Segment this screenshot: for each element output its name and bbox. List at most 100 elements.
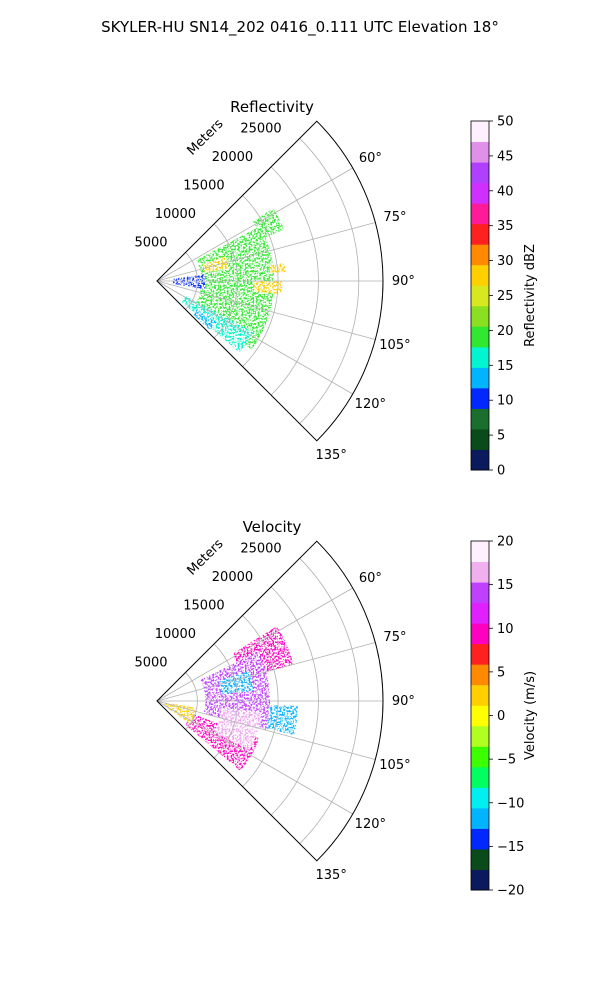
- colorbar-segment: [471, 602, 489, 624]
- angular-grid-line: [156, 587, 353, 702]
- colorbar-tick-label: −5: [497, 753, 516, 768]
- angular-grid-line: [156, 700, 353, 815]
- colorbar-segment: [471, 869, 489, 891]
- colorbar-label: Velocity (m/s): [523, 671, 538, 760]
- angular-grid-line: [156, 280, 376, 340]
- colorbar-segment: [471, 223, 489, 245]
- reflectivity-echo-region: [202, 256, 229, 273]
- angular-tick-label: 60°: [359, 151, 382, 166]
- sector-outline: [156, 540, 384, 862]
- colorbar-segment: [471, 766, 489, 788]
- angular-tick-label: 120°: [355, 397, 386, 412]
- colorbar-segment: [471, 449, 489, 471]
- colorbar-segment: [471, 203, 489, 225]
- angular-grid-line: [156, 700, 376, 760]
- colorbar-segment: [471, 541, 489, 563]
- radial-tick-label: 15000: [183, 598, 224, 613]
- colorbar-segment: [471, 664, 489, 686]
- colorbar-segment: [471, 828, 489, 850]
- colorbar-tick-label: 40: [497, 184, 514, 199]
- reflectivity-echo-region: [181, 296, 254, 353]
- radial-tick-label: 5000: [134, 655, 167, 670]
- radial-tick-label: 25000: [240, 121, 281, 136]
- colorbar-tick-label: −10: [497, 796, 524, 811]
- colorbar-tick-label: 0: [497, 709, 505, 724]
- colorbar-segment: [471, 162, 489, 184]
- velocity-echo-region: [266, 704, 299, 736]
- colorbar-tick-label: 25: [497, 289, 514, 304]
- colorbar-segment: [471, 848, 489, 870]
- colorbar-tick-label: 10: [497, 622, 514, 637]
- angular-tick-label: 90°: [392, 694, 415, 709]
- radial-tick-label: 10000: [155, 627, 196, 642]
- colorbar-tick-label: 45: [497, 149, 514, 164]
- angular-grid-line: [156, 280, 353, 395]
- colorbar-segment: [471, 141, 489, 163]
- colorbar-segment: [471, 623, 489, 645]
- colorbar-segment: [471, 244, 489, 266]
- angular-grid-line: [156, 167, 353, 282]
- colorbar-tick-label: −20: [497, 884, 524, 899]
- angular-tick-label: 120°: [355, 817, 386, 832]
- colorbar-tick-label: 5: [497, 429, 505, 444]
- colorbar-tick-label: 10: [497, 394, 514, 409]
- colorbar-segment: [471, 705, 489, 727]
- colorbar-segment: [471, 582, 489, 604]
- velocity-title: Velocity: [243, 518, 302, 536]
- colorbar-tick-label: 20: [497, 535, 514, 550]
- radial-tick-label: 25000: [240, 541, 281, 556]
- reflectivity-echo-region: [172, 274, 206, 290]
- radial-tick-label: 5000: [134, 235, 167, 250]
- colorbar-segment: [471, 387, 489, 409]
- reflectivity-echo-region: [192, 308, 217, 331]
- radial-tick-label: 10000: [155, 207, 196, 222]
- angular-tick-label: 135°: [316, 448, 347, 463]
- colorbar-segment: [471, 408, 489, 430]
- colorbar-segment: [471, 367, 489, 389]
- colorbar-segment: [471, 684, 489, 706]
- colorbar-segment: [471, 787, 489, 809]
- colorbar-segment: [471, 264, 489, 286]
- colorbar-segment: [471, 807, 489, 829]
- radial-tick-label: 20000: [212, 150, 253, 165]
- radial-tick-label: 15000: [183, 178, 224, 193]
- colorbar-label: Reflectivity dBZ: [523, 244, 538, 347]
- colorbar-tick-label: 35: [497, 219, 514, 234]
- colorbar-segment: [471, 725, 489, 747]
- colorbar-segment: [471, 643, 489, 665]
- colorbar-segment: [471, 182, 489, 204]
- colorbar-tick-label: 5: [497, 665, 505, 680]
- colorbar-segment: [471, 428, 489, 450]
- colorbar-tick-label: 30: [497, 254, 514, 269]
- reflectivity-title: Reflectivity: [230, 98, 314, 116]
- angular-tick-label: 75°: [383, 630, 406, 645]
- reflectivity-echo-region: [253, 281, 283, 295]
- angular-tick-label: 105°: [379, 338, 410, 353]
- colorbar-segment: [471, 305, 489, 327]
- reflectivity-panel: Reflectivity500010000150002000025000Mete…: [134, 98, 538, 479]
- colorbar-segment: [471, 285, 489, 307]
- colorbar-segment: [471, 326, 489, 348]
- colorbar-segment: [471, 561, 489, 583]
- angular-grid-line: [156, 222, 376, 282]
- angular-grid-line: [156, 642, 376, 702]
- angular-tick-label: 105°: [379, 758, 410, 773]
- colorbar-tick-label: 0: [497, 464, 505, 479]
- colorbar-tick-label: 50: [497, 115, 514, 130]
- reflectivity-echo-layer: [172, 208, 286, 353]
- colorbar-tick-label: 15: [497, 578, 514, 593]
- colorbar-segment: [471, 346, 489, 368]
- colorbar-tick-label: −15: [497, 840, 524, 855]
- colorbar-segment: [471, 746, 489, 768]
- colorbar-tick-label: 20: [497, 324, 514, 339]
- angular-tick-label: 135°: [316, 868, 347, 883]
- velocity-echo-region: [214, 707, 262, 751]
- angular-tick-label: 75°: [383, 210, 406, 225]
- colorbar-tick-label: 15: [497, 359, 514, 374]
- figure-suptitle: SKYLER-HU SN14_202 0416_0.111 UTC Elevat…: [101, 18, 499, 37]
- sector-outline: [156, 120, 384, 442]
- angular-tick-label: 90°: [392, 274, 415, 289]
- angular-tick-label: 60°: [359, 571, 382, 586]
